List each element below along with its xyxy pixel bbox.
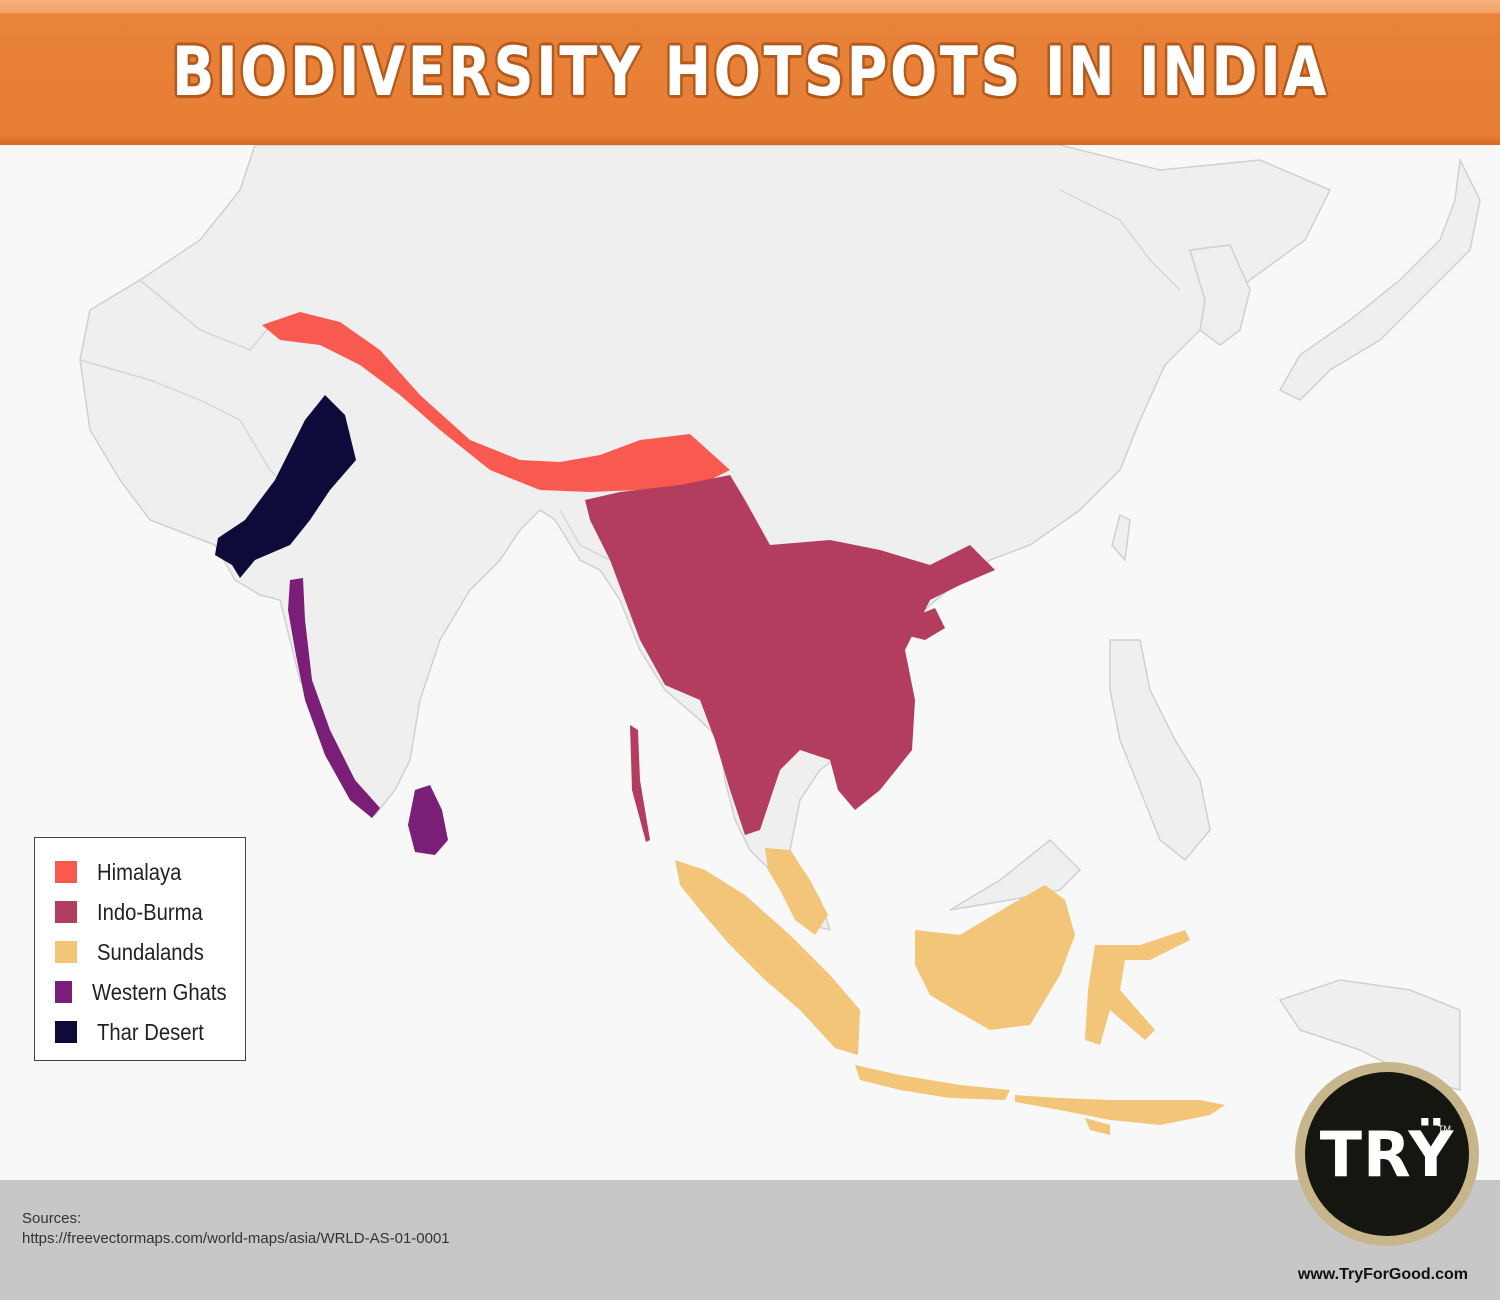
region-indo-burma-hainan xyxy=(905,608,945,640)
land-philippines xyxy=(1109,639,1211,862)
legend-swatch xyxy=(55,861,77,883)
sources-url[interactable]: https://freevectormaps.com/world-maps/as… xyxy=(22,1230,450,1247)
region-western-ghats-srilanka xyxy=(408,785,448,855)
asia-map xyxy=(79,145,1481,1135)
logo-text: TRŸ xyxy=(1319,1117,1455,1191)
region-sundaland-malaya xyxy=(765,848,828,935)
legend-label: Himalaya xyxy=(97,858,182,885)
region-indo-burma xyxy=(585,475,995,835)
region-thar-desert xyxy=(215,395,356,578)
legend-item-sundalands: Sundalands xyxy=(55,932,245,972)
region-indo-burma-andaman xyxy=(630,725,650,842)
legend-swatch xyxy=(55,941,77,963)
region-sundaland-sumatra xyxy=(675,860,860,1055)
sources-label: Sources: xyxy=(22,1210,82,1227)
legend-item-western-ghats: Western Ghats xyxy=(55,972,245,1012)
legend-label: Sundalands xyxy=(97,938,204,965)
legend-item-himalaya: Himalaya xyxy=(55,852,245,892)
legend-label: Thar Desert xyxy=(97,1018,204,1045)
website-link[interactable]: www.TryForGood.com xyxy=(1297,1266,1468,1283)
land-korea xyxy=(1189,244,1251,346)
region-himalaya xyxy=(262,312,730,492)
title-banner: BIODIVERSITY HOTSPOTS IN INDIA xyxy=(0,0,1500,145)
legend-label: Western Ghats xyxy=(92,978,227,1005)
region-sundaland-sulawesi xyxy=(1085,930,1190,1045)
region-western-ghats xyxy=(288,578,380,818)
legend-item-thar-desert: Thar Desert xyxy=(55,1012,245,1052)
legend-label: Indo-Burma xyxy=(97,898,203,925)
land-japan xyxy=(1278,157,1481,401)
legend: Himalaya Indo-Burma Sundalands Western G… xyxy=(34,837,246,1061)
region-sundaland-lesser-sunda xyxy=(1015,1095,1225,1125)
logo-badge: TRŸ TM xyxy=(1305,1072,1469,1236)
logo-trademark: TM xyxy=(1438,1124,1451,1134)
region-sundaland-java xyxy=(855,1065,1010,1100)
region-sundaland-timor xyxy=(1085,1118,1110,1135)
legend-swatch xyxy=(55,1021,77,1043)
legend-swatch xyxy=(55,901,77,923)
page-title: BIODIVERSITY HOTSPOTS IN INDIA xyxy=(171,33,1329,112)
legend-item-indo-burma: Indo-Burma xyxy=(55,892,245,932)
footer: Sources: https://freevectormaps.com/worl… xyxy=(0,1180,1500,1300)
land-new-guinea xyxy=(1278,979,1461,1091)
region-sundaland-borneo xyxy=(915,885,1075,1030)
legend-swatch xyxy=(55,981,73,1003)
land-taiwan xyxy=(1111,513,1131,562)
try-logo: TRŸ TM xyxy=(1295,1062,1479,1246)
